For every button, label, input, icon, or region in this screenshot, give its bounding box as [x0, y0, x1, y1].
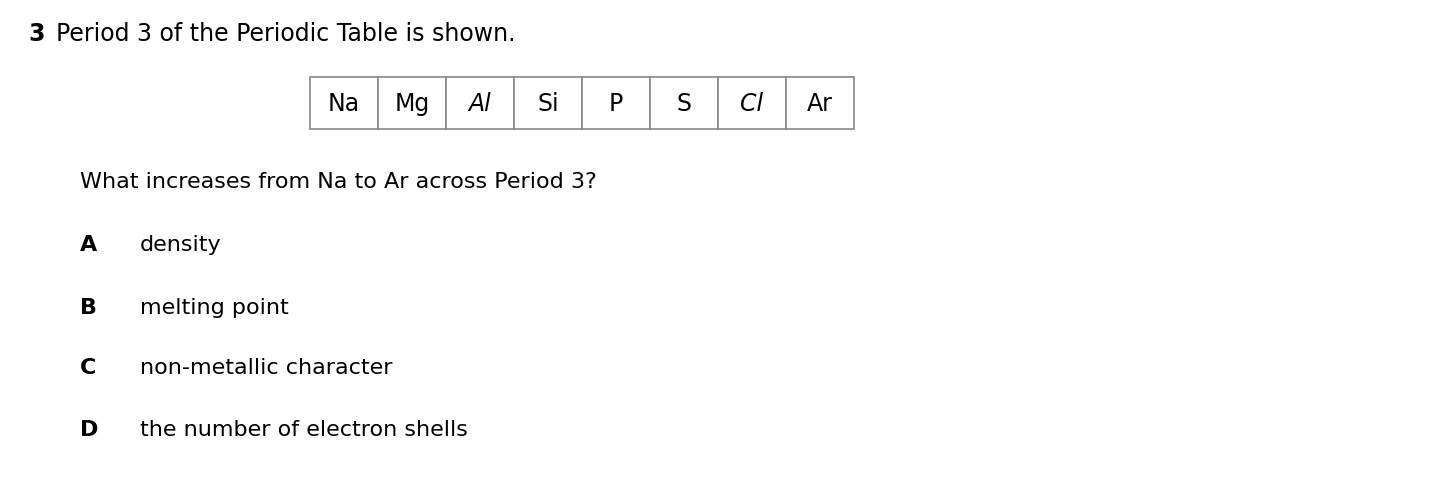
Text: non-metallic character: non-metallic character	[139, 357, 392, 377]
Text: A: A	[80, 234, 97, 255]
Text: P: P	[609, 92, 623, 116]
Text: Al: Al	[469, 92, 491, 116]
Text: Cl: Cl	[741, 92, 764, 116]
Bar	[786, 78, 854, 130]
Text: Si: Si	[538, 92, 559, 116]
Bar	[514, 78, 583, 130]
Bar	[718, 78, 786, 130]
Bar	[378, 78, 446, 130]
Text: 3: 3	[28, 22, 45, 46]
Bar	[649, 78, 718, 130]
Bar	[446, 78, 514, 130]
Text: Mg: Mg	[394, 92, 430, 116]
Text: C: C	[80, 357, 96, 377]
Text: the number of electron shells: the number of electron shells	[139, 419, 468, 439]
Text: density: density	[139, 234, 222, 255]
Text: Period 3 of the Periodic Table is shown.: Period 3 of the Periodic Table is shown.	[57, 22, 516, 46]
Text: S: S	[677, 92, 692, 116]
Text: D: D	[80, 419, 99, 439]
Bar	[583, 78, 649, 130]
Text: Na: Na	[328, 92, 360, 116]
Text: B: B	[80, 298, 97, 317]
Text: melting point: melting point	[139, 298, 289, 317]
Bar	[309, 78, 378, 130]
Text: Ar: Ar	[806, 92, 833, 116]
Text: What increases from Na to Ar across Period 3?: What increases from Na to Ar across Peri…	[80, 172, 597, 191]
